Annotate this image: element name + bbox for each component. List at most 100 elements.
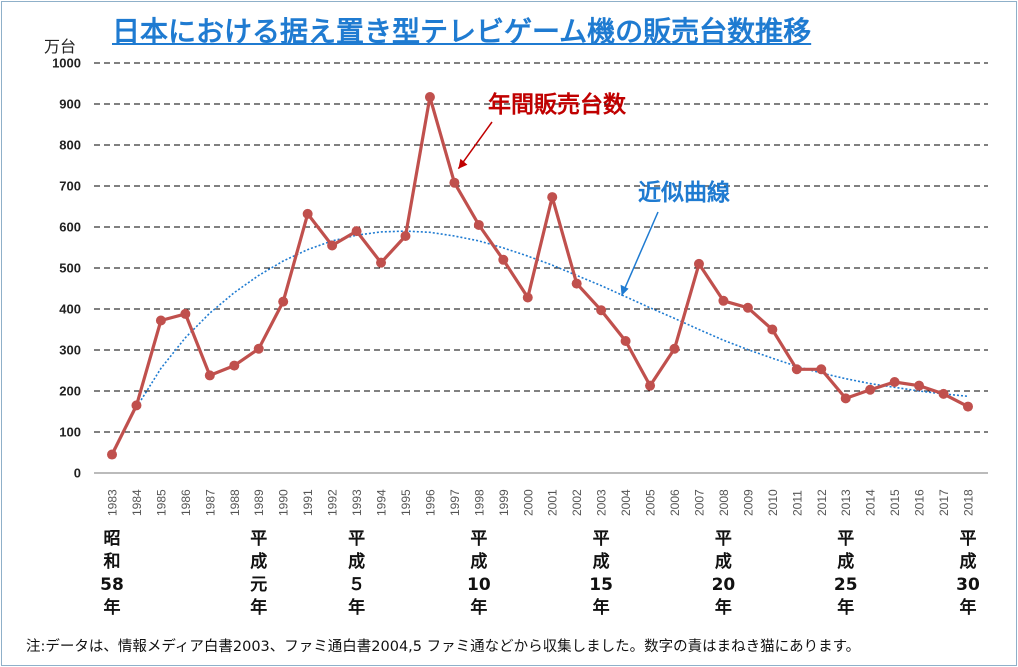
- data-point-1997: [449, 177, 460, 188]
- x-tick-label: 1993: [350, 489, 364, 516]
- x-tick-label: 1992: [326, 489, 340, 516]
- data-point-1988: [229, 360, 240, 371]
- x-tick-label: 1983: [106, 489, 120, 516]
- data-point-1986: [180, 308, 191, 319]
- data-point-1989: [253, 343, 264, 354]
- era-label-line: 成: [837, 552, 855, 572]
- y-tick-label: 500: [59, 261, 81, 276]
- x-tick-label: 2000: [521, 489, 535, 516]
- y-tick-label: 900: [59, 97, 81, 112]
- y-tick-label: 400: [59, 302, 81, 317]
- x-tick-label: 2008: [717, 489, 731, 516]
- x-tick-label: 2014: [864, 489, 878, 516]
- x-tick-label: 1991: [301, 489, 315, 516]
- x-tick-label: 1998: [472, 489, 486, 516]
- x-tick-label: 2013: [839, 489, 853, 516]
- x-tick-label: 2002: [570, 489, 584, 516]
- y-tick-label: 100: [59, 425, 81, 440]
- annotation-trend: 近似曲線: [638, 179, 730, 205]
- data-point-1993: [351, 226, 362, 237]
- era-label-line: 年: [470, 598, 488, 618]
- x-tick-label: 2003: [595, 489, 609, 516]
- era-label-line: 年: [592, 598, 610, 618]
- era-label-line: 年: [348, 598, 366, 618]
- x-tick-label: 2009: [741, 489, 755, 516]
- y-tick-label: 600: [59, 220, 81, 235]
- era-label-line: 15: [589, 575, 613, 595]
- data-point-2000: [522, 292, 533, 303]
- era-label-2013: 平成 25 年: [832, 528, 860, 620]
- data-point-2010: [767, 324, 778, 335]
- x-tick-label: 2004: [619, 489, 633, 516]
- x-tick-label: 2007: [692, 489, 706, 516]
- data-point-1998: [473, 219, 484, 230]
- footnote: 注:データは、情報メディア白書2003、ファミ通白書2004,5 ファミ通などか…: [26, 639, 861, 655]
- era-label-line: 年: [250, 598, 268, 618]
- era-label-line: 年: [103, 598, 121, 618]
- era-label-line: 平: [837, 529, 855, 549]
- x-tick-label: 1987: [203, 489, 217, 516]
- y-tick-label: 0: [74, 466, 81, 481]
- x-tick-label: 2011: [790, 490, 804, 516]
- y-tick-label: 300: [59, 343, 81, 358]
- x-tick-label: 1999: [497, 489, 511, 516]
- annotation-trend-arrowhead: [620, 284, 629, 296]
- data-point-1992: [327, 240, 338, 251]
- data-point-2006: [669, 343, 680, 354]
- era-label-line: 20: [711, 575, 736, 595]
- data-point-2017: [938, 388, 949, 399]
- era-label-line: 成: [714, 552, 732, 572]
- era-label-line: 平: [348, 529, 366, 549]
- era-label-line: 元: [250, 575, 268, 595]
- data-point-2015: [889, 376, 900, 387]
- annotation-sales-arrow: [457, 121, 493, 170]
- y-tick-label: 800: [59, 138, 81, 153]
- era-label-line: 昭: [103, 529, 121, 549]
- x-tick-label: 1995: [399, 489, 413, 516]
- era-label-line: 年: [959, 598, 977, 618]
- era-label-1993: 平成 ５ 年: [343, 528, 371, 620]
- era-label-line: 平: [250, 529, 268, 549]
- data-point-2009: [742, 302, 753, 313]
- data-point-2005: [645, 380, 656, 391]
- era-label-2008: 平成 20 年: [709, 528, 737, 620]
- era-label-line: 平: [470, 529, 488, 549]
- era-label-line: 平: [592, 529, 610, 549]
- era-label-line: ５: [348, 575, 366, 595]
- x-tick-label: 2001: [546, 489, 560, 516]
- era-label-2018: 平成 30 年: [954, 528, 982, 620]
- data-point-2007: [693, 258, 704, 269]
- annotation-sales-arrowhead: [458, 158, 468, 169]
- data-point-2002: [571, 278, 582, 289]
- data-point-1990: [278, 296, 289, 307]
- era-label-line: 平: [959, 529, 977, 549]
- era-label-line: 成: [348, 552, 366, 572]
- era-label-1989: 平成元年: [245, 528, 273, 620]
- era-label-1983: 昭和 58 年: [98, 528, 126, 620]
- x-axis-ticks: 1983 1984 1985 1986 1987 1988 1989 1990 1991 1992…: [106, 489, 976, 516]
- annotation-sales: 年間販売台数: [488, 91, 627, 117]
- x-tick-label: 1984: [130, 489, 144, 516]
- data-point-2018: [962, 401, 973, 412]
- data-point-1983: [107, 449, 117, 460]
- era-label-line: 成: [470, 552, 488, 572]
- x-tick-label: 2010: [766, 489, 780, 516]
- data-point-1999: [498, 254, 509, 265]
- data-point-1995: [400, 231, 411, 242]
- era-label-line: 平: [714, 529, 732, 549]
- era-label-1998: 平成 10 年: [465, 528, 493, 620]
- era-label-line: 25: [833, 575, 858, 595]
- era-label-line: 成: [250, 552, 268, 572]
- chart-title: 日本における据え置き型テレビゲーム機の販売台数推移: [112, 15, 812, 48]
- data-point-1987: [204, 370, 215, 381]
- x-tick-label: 1994: [375, 489, 389, 516]
- x-tick-label: 2015: [888, 489, 902, 516]
- data-point-2011: [791, 364, 802, 375]
- era-label-line: 和: [103, 552, 121, 572]
- data-point-2013: [840, 393, 851, 404]
- data-point-1991: [302, 208, 313, 219]
- annotation-trend-arrow: [620, 211, 659, 296]
